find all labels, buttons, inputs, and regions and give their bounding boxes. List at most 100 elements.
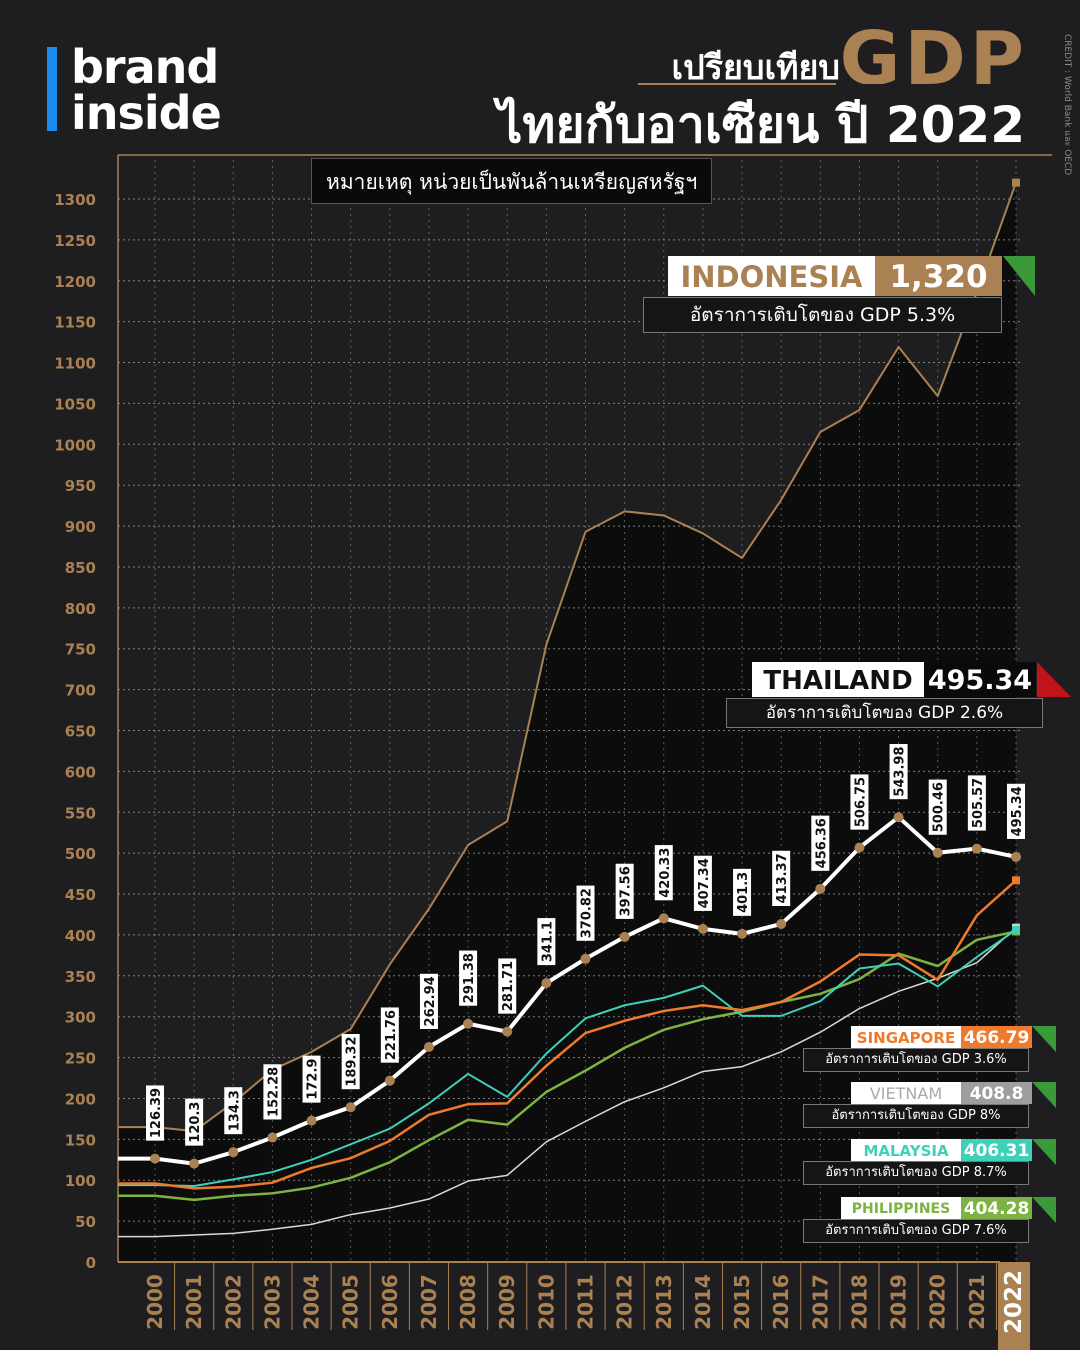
thailand-data-label: 495.34 [1010, 786, 1025, 836]
thailand-point [384, 1075, 395, 1086]
y-tick-label: 600 [65, 763, 96, 781]
thailand-label-box [537, 918, 556, 966]
thailand-point [737, 928, 748, 939]
callout-indonesia-growth: อัตราการเติบโตของ GDP 5.3% [643, 297, 1002, 333]
thailand-data-label: 189.32 [345, 1037, 360, 1087]
callout-indonesia-value: 1,320 [875, 256, 1002, 296]
y-tick-label: 950 [65, 477, 96, 495]
thailand-label-box [733, 868, 752, 916]
y-tick-label: 300 [65, 1009, 96, 1027]
thailand-point [932, 847, 943, 858]
x-tick-label: 2013 [652, 1274, 676, 1330]
thailand-point [971, 843, 982, 854]
thailand-label-box [693, 855, 712, 911]
credit-text: CREDIT : World Bank และ OECD [1062, 34, 1072, 176]
down-icon [1037, 662, 1071, 697]
y-tick-label: 1150 [54, 314, 96, 332]
thailand-point [267, 1132, 278, 1143]
x-tick-label: 2012 [613, 1274, 637, 1330]
series-line-philippines [118, 930, 1017, 1202]
unit-note: หมายเหตุ หน่วยเป็นพันล้านเหรียญสหรัฐฯ [311, 158, 713, 204]
callout-thailand-value: 495.34 [924, 662, 1036, 697]
brand-logo-bar [47, 47, 57, 131]
up-icon [1032, 1082, 1056, 1108]
callout-singapore: SINGAPORE 466.79 อัตราการเติบโตของ GDP 3… [803, 1026, 1056, 1072]
thailand-point [502, 1026, 513, 1037]
x-tick-label: 2014 [691, 1274, 715, 1330]
y-tick-label: 0 [86, 1254, 96, 1272]
x-tick-label: 2018 [847, 1274, 871, 1330]
callout-vietnam-growth: อัตราการเติบโตของ GDP 8% [803, 1104, 1029, 1128]
callout-thailand-name: THAILAND [752, 662, 924, 697]
thailand-data-label: 262.94 [423, 976, 438, 1026]
x-tick-label: 2008 [456, 1274, 480, 1330]
callout-malaysia-value: 406.31 [961, 1139, 1032, 1161]
up-icon [1003, 256, 1035, 296]
thailand-data-label: 397.56 [619, 866, 634, 916]
thailand-label-box [889, 743, 908, 800]
y-tick-label: 1050 [54, 395, 96, 413]
title-gdp: GDP [839, 16, 1028, 84]
callout-vietnam-value: 408.8 [961, 1082, 1032, 1104]
x-tick-label: 2017 [808, 1274, 832, 1330]
thailand-label-box [615, 863, 634, 919]
x-tick-label: 2000 [143, 1274, 167, 1330]
thailand-label-box [967, 775, 986, 831]
series-line-vietnam [118, 927, 1017, 1238]
callout-vietnam: VIETNAM 408.8 อัตราการเติบโตของ GDP 8% [803, 1082, 1056, 1128]
thailand-label-box [850, 774, 869, 830]
thailand-data-label: 407.34 [697, 858, 712, 908]
y-tick-label: 900 [65, 518, 96, 536]
series-line-malaysia [118, 928, 1017, 1187]
y-tick-label: 500 [65, 845, 96, 863]
y-tick-label: 100 [65, 1172, 96, 1190]
y-tick-label: 1250 [54, 232, 96, 250]
x-tick-label: 2016 [769, 1274, 793, 1330]
thailand-data-label: 281.71 [501, 961, 516, 1011]
brand-logo-line1: brand [71, 40, 219, 94]
callout-singapore-name: SINGAPORE [851, 1026, 961, 1048]
thailand-label-box [419, 973, 438, 1029]
x-tick-label: 2019 [887, 1274, 911, 1330]
data-labels-layer: 126.39 120.3 134.3 152.28 172.9 189.32 221.76 2… [146, 743, 1025, 1146]
thailand-label-box [302, 1055, 321, 1103]
thailand-point [1011, 851, 1021, 862]
thailand-point [306, 1115, 317, 1126]
thailand-label-box [224, 1087, 243, 1135]
x-tick-label: 2006 [378, 1274, 402, 1330]
thailand-point [228, 1147, 239, 1158]
series-end-marker-singapore [1012, 876, 1020, 885]
x-tick-label: 2004 [300, 1274, 324, 1330]
y-tick-label: 50 [75, 1213, 96, 1231]
up-icon [1032, 1026, 1056, 1052]
thailand-data-label: 291.38 [462, 953, 477, 1003]
x-tick-label: 2009 [495, 1274, 519, 1330]
thailand-data-label: 505.57 [971, 778, 986, 828]
thailand-label-box [811, 815, 830, 871]
thailand-label-box [459, 950, 478, 1006]
callout-philippines-growth: อัตราการเติบโตของ GDP 7.6% [803, 1219, 1029, 1243]
y-tick-label: 1000 [54, 436, 96, 454]
series-end-marker-malaysia [1012, 925, 1020, 934]
thailand-data-label: 341.1 [540, 921, 555, 962]
thailand-data-label: 120.3 [188, 1102, 203, 1143]
thailand-point [463, 1018, 474, 1029]
thailand-label-box [928, 779, 947, 835]
series-end-marker-indonesia [1012, 178, 1020, 187]
thailand-label-box [1007, 783, 1025, 839]
thailand-label-box [380, 1007, 399, 1063]
thailand-label-box [654, 845, 673, 901]
thailand-point [776, 918, 787, 929]
thailand-data-label: 134.3 [227, 1090, 242, 1131]
thailand-point [658, 913, 669, 924]
callout-malaysia-growth: อัตราการเติบโตของ GDP 8.7% [803, 1161, 1029, 1185]
thailand-data-label: 543.98 [893, 747, 908, 797]
indonesia-area [118, 182, 1016, 1263]
title-underline [638, 83, 836, 85]
x-tick-label: 2011 [574, 1274, 598, 1330]
y-tick-label: 550 [65, 804, 96, 822]
x-tick-label: 2002 [221, 1274, 245, 1330]
y-tick-label: 1300 [54, 191, 96, 209]
callout-vietnam-name: VIETNAM [851, 1082, 961, 1104]
series-lines-layer [118, 178, 1021, 1238]
